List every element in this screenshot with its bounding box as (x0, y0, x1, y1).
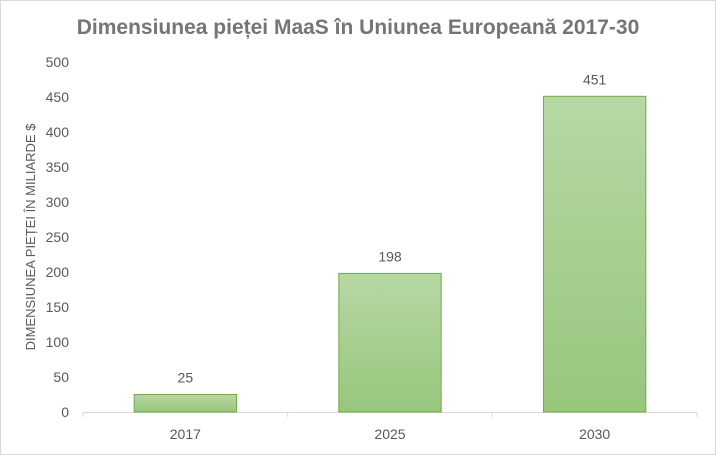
chart-title: Dimensiunea pieței MaaS în Uniunea Europ… (77, 16, 640, 39)
y-tick-label: 150 (46, 299, 70, 315)
bar-2017 (133, 394, 238, 413)
y-tick-label: 100 (46, 334, 70, 350)
y-tick-label: 500 (46, 54, 70, 70)
y-tick-label: 300 (46, 194, 70, 210)
y-tick-label: 0 (61, 404, 69, 420)
data-label: 451 (583, 71, 607, 87)
bar-2030 (543, 95, 647, 413)
y-tick-label: 400 (46, 124, 70, 140)
x-tick-label: 2017 (170, 426, 201, 442)
bar-2025 (338, 272, 442, 413)
y-tick-label: 250 (46, 229, 70, 245)
data-label: 25 (178, 370, 194, 386)
x-tick-label: 2025 (374, 426, 405, 442)
y-tick-label: 450 (46, 89, 70, 105)
data-label: 198 (378, 248, 402, 264)
y-tick-label: 350 (46, 159, 70, 175)
y-tick-label: 200 (46, 264, 70, 280)
x-tick-label: 2030 (579, 426, 610, 442)
y-axis-label: DIMENSIUNEA PIEȚEI ÎN MILIARDE $ (23, 123, 38, 351)
y-tick-label: 50 (53, 369, 69, 385)
